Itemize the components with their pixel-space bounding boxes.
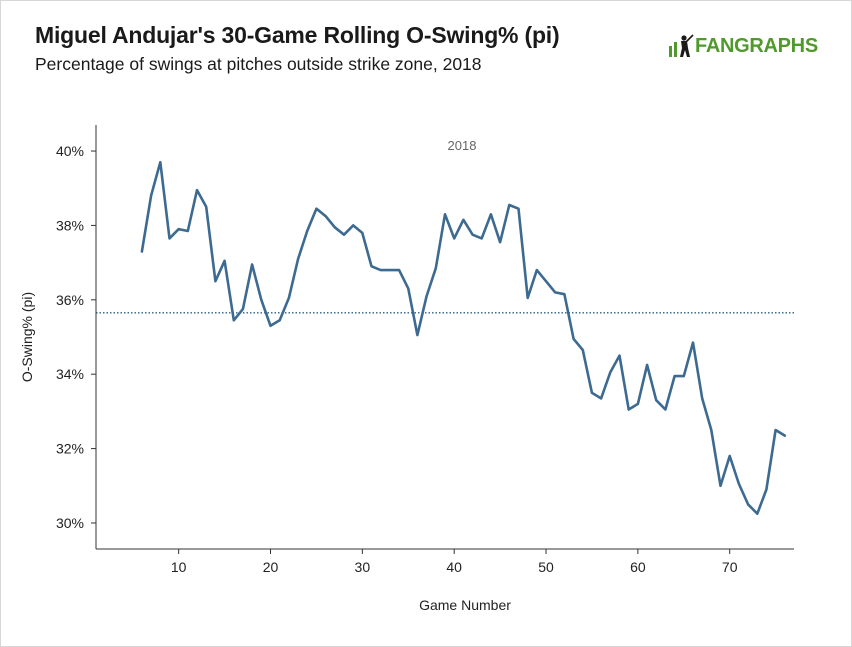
y-tick-label: 34% <box>56 366 84 382</box>
x-tick-label: 70 <box>722 559 738 575</box>
y-tick-label: 36% <box>56 292 84 308</box>
fangraphs-logo[interactable]: FANGRAPHS <box>668 33 818 59</box>
x-tick-label: 10 <box>171 559 187 575</box>
x-tick-label: 30 <box>355 559 371 575</box>
batter-icon <box>669 34 694 57</box>
x-tick-label: 20 <box>263 559 279 575</box>
chart-title: Miguel Andujar's 30-Game Rolling O-Swing… <box>35 22 560 48</box>
y-tick-label: 32% <box>56 441 84 457</box>
logo-text: FANGRAPHS <box>695 34 818 57</box>
series-line <box>140 160 787 515</box>
y-tick-label: 38% <box>56 217 84 233</box>
x-tick-label: 50 <box>538 559 554 575</box>
x-axis-ticks: 10 20 30 40 50 60 70 <box>171 549 738 575</box>
y-axis-label: O-Swing% (pi) <box>19 292 35 382</box>
y-tick-label: 40% <box>56 143 84 159</box>
x-axis-label: Game Number <box>419 597 511 613</box>
chart-subtitle: Percentage of swings at pitches outside … <box>35 54 482 74</box>
y-axis-ticks: 30% 32% 34% 36% 38% 40% <box>56 143 96 531</box>
x-tick-label: 60 <box>630 559 646 575</box>
year-annotation: 2018 <box>448 138 477 153</box>
y-tick-label: 30% <box>56 515 84 531</box>
x-tick-label: 40 <box>446 559 462 575</box>
